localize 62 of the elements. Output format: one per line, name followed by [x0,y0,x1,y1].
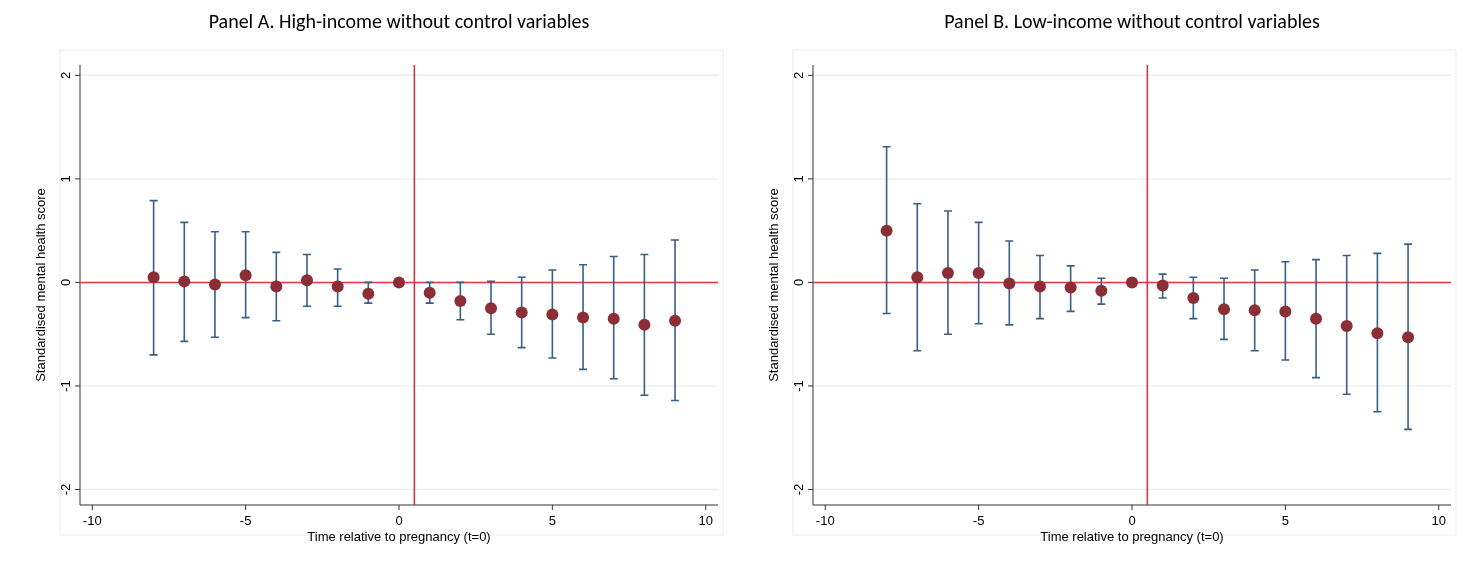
point [393,276,405,289]
x-axis-title: Time relative to pregnancy (t=0) [307,529,491,544]
point [1402,331,1415,344]
y-tick-label: 2 [58,71,73,79]
y-tick-label: -1 [791,380,806,392]
point [515,306,528,319]
y-axis-title: Standardised mental health score [766,188,781,382]
point [331,280,344,293]
point [607,312,620,325]
point [454,295,467,308]
x-tick-label: 5 [548,513,556,528]
point [577,311,590,324]
x-tick-label: 0 [395,513,403,528]
point [208,278,221,291]
x-tick-label: -10 [82,513,102,528]
x-tick-label: 5 [1281,513,1289,528]
point [1064,281,1077,294]
point [1371,327,1384,340]
y-tick-label: -2 [791,483,806,496]
point [669,314,682,327]
point [941,267,954,280]
x-tick-label: 0 [1128,513,1136,528]
point [1095,284,1108,297]
point [1187,291,1200,304]
point [485,302,498,315]
point [1156,279,1169,292]
y-tick-label: -1 [58,380,73,392]
point [972,267,985,280]
x-tick-label: 10 [698,513,713,528]
point [546,308,559,321]
x-tick-label: -5 [239,513,252,528]
y-tick-label: 0 [791,278,806,287]
point [638,318,651,331]
point [1126,276,1138,289]
point [147,271,160,284]
point [1279,305,1292,318]
point [300,274,313,287]
point [239,269,252,282]
x-tick-label: -5 [972,513,985,528]
chart-title: Panel A. High-income without control variables [208,9,590,33]
point [362,287,375,300]
point [1340,319,1353,332]
point [270,280,283,293]
x-axis-title: Time relative to pregnancy (t=0) [1040,529,1224,544]
y-tick-label: 1 [58,175,73,183]
x-tick-label: -10 [815,513,835,528]
point [178,275,191,288]
point [1310,312,1323,325]
y-tick-label: 2 [791,71,806,79]
y-tick-label: 1 [791,175,806,183]
point [423,286,436,299]
point [911,271,924,284]
y-tick-label: 0 [58,278,73,287]
x-tick-label: 10 [1431,513,1446,528]
chart-title: Panel B. Low-income without control variables [944,9,1320,33]
point [880,224,893,237]
point [1033,280,1046,293]
y-tick-label: -2 [58,483,73,496]
point [1248,304,1261,317]
y-axis-title: Standardised mental health score [33,188,48,382]
point [1218,303,1231,316]
point [1003,277,1016,290]
